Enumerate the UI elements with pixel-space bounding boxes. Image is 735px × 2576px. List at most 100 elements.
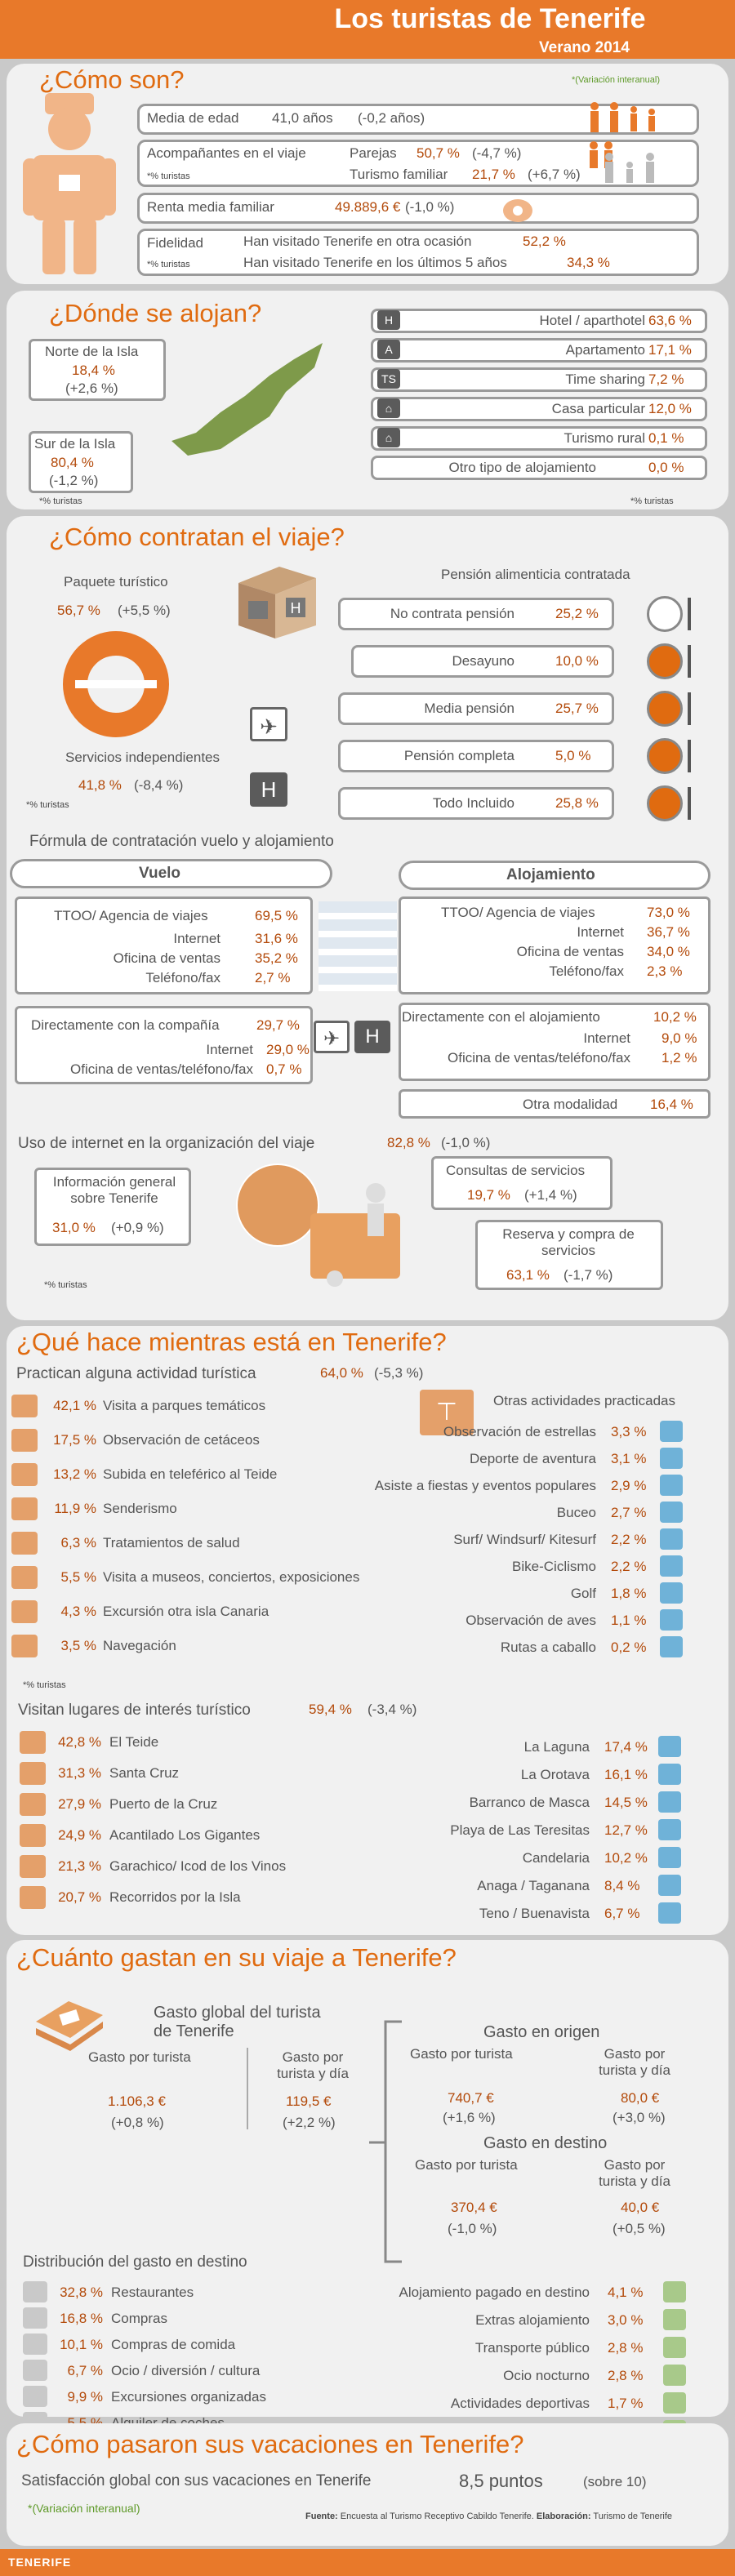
spending-label: Compras bbox=[111, 2311, 167, 2326]
activity-blue-icon bbox=[660, 1609, 683, 1631]
spending-right-value: 4,1 % bbox=[608, 2285, 644, 2300]
donde-note-left: *% turistas bbox=[39, 496, 82, 506]
destino-dia-value: 40,0 € bbox=[621, 2200, 660, 2215]
fuente-label: Fuente: bbox=[305, 2511, 338, 2521]
activity-icon bbox=[11, 1566, 38, 1589]
consultas-label: Consultas de servicios bbox=[446, 1163, 586, 1178]
activity-label: Visita a parques temáticos bbox=[103, 1398, 266, 1413]
acompanantes-note: *% turistas bbox=[147, 171, 190, 181]
plate-icon bbox=[647, 596, 683, 632]
alojamiento-row bbox=[371, 309, 707, 333]
acompanantes-label: Acompañantes en el viaje bbox=[147, 145, 306, 161]
sub-row-label: Internet bbox=[206, 1042, 253, 1057]
destino-turista-change: (-1,0 %) bbox=[448, 2221, 497, 2236]
plate-icon bbox=[647, 691, 683, 727]
spending-right-label: Transporte público bbox=[474, 2340, 590, 2356]
hotel-h-icon: H bbox=[250, 772, 287, 807]
activity-label: Observación de cetáceos bbox=[103, 1432, 260, 1448]
pension-label: No contrata pensión bbox=[390, 606, 514, 621]
alojamiento-label: Apartamento bbox=[565, 342, 645, 358]
paquete-value: 56,7 % bbox=[57, 603, 100, 618]
spending-right-icon bbox=[663, 2309, 686, 2330]
place-label: Garachico/ Icod de los Vinos bbox=[109, 1858, 287, 1874]
other-activity-value: 1,1 % bbox=[611, 1613, 647, 1628]
formula-title: Fórmula de contratación vuelo y alojamie… bbox=[29, 833, 334, 850]
place-right-value: 12,7 % bbox=[604, 1822, 648, 1838]
svg-text:H: H bbox=[291, 600, 301, 616]
other-activity-label: Rutas a caballo bbox=[500, 1639, 596, 1655]
place-right-label: La Orotava bbox=[520, 1767, 590, 1782]
footer-bar bbox=[0, 2549, 735, 2576]
activity-value: 11,9 % bbox=[54, 1501, 96, 1516]
pension-row bbox=[338, 598, 614, 630]
place-icon bbox=[20, 1731, 46, 1754]
alojamiento-label: Casa particular bbox=[551, 401, 645, 416]
donut-chart bbox=[63, 631, 169, 737]
spending-label: Excursiones organizadas bbox=[111, 2389, 266, 2405]
alojamiento-row bbox=[371, 426, 707, 451]
edad-change: (-0,2 años) bbox=[358, 110, 425, 126]
fidelidad-row1-label: Han visitado Tenerife en otra ocasión bbox=[243, 234, 472, 249]
reserva-box bbox=[475, 1220, 663, 1290]
vuelo-ttoo-box bbox=[15, 896, 313, 994]
spending-value: 32,8 % bbox=[60, 2285, 103, 2300]
satisfaccion-label: Satisfacción global con sus vacaciones e… bbox=[21, 2472, 372, 2489]
place-right-label: La Laguna bbox=[523, 1739, 590, 1755]
activity-value: 6,3 % bbox=[60, 1535, 96, 1550]
place-blue-icon bbox=[658, 1819, 681, 1840]
activity-blue-icon bbox=[660, 1448, 683, 1469]
place-label: El Teide bbox=[109, 1734, 159, 1750]
consultas-change: (+1,4 %) bbox=[524, 1187, 577, 1203]
origen-turista-value: 740,7 € bbox=[448, 2090, 494, 2106]
hotel-small-icon: H bbox=[354, 1021, 390, 1053]
alojamiento-row bbox=[371, 338, 707, 363]
activity-value: 13,2 % bbox=[53, 1466, 96, 1482]
sub-row-label: Oficina de ventas/teléfono/fax bbox=[70, 1061, 253, 1077]
place-right-value: 14,5 % bbox=[604, 1795, 648, 1810]
place-right-label: Anaga / Taganana bbox=[477, 1878, 590, 1893]
place-blue-icon bbox=[658, 1736, 681, 1757]
sur-label: Sur de la Isla bbox=[34, 436, 116, 452]
plane-small-icon: ✈ bbox=[314, 1021, 350, 1053]
independientes-change: (-8,4 %) bbox=[134, 777, 184, 793]
accommodation-icon: TS bbox=[377, 369, 400, 389]
fidelidad-note: *% turistas bbox=[147, 260, 190, 269]
place-label: Recorridos por la Isla bbox=[109, 1889, 241, 1905]
sub-row-label: Internet bbox=[577, 924, 624, 940]
other-activity-label: Deporte de aventura bbox=[470, 1451, 596, 1466]
activity-icon bbox=[11, 1429, 38, 1452]
place-right-value: 17,4 % bbox=[604, 1739, 648, 1755]
parejas-value: 50,7 % bbox=[416, 145, 460, 161]
independientes-value: 41,8 % bbox=[78, 777, 122, 793]
renta-label: Renta media familiar bbox=[147, 199, 274, 215]
activity-blue-icon bbox=[660, 1555, 683, 1577]
family-icon bbox=[605, 153, 654, 183]
other-activity-value: 0,2 % bbox=[611, 1639, 647, 1655]
activity-icon bbox=[11, 1532, 38, 1555]
global-divider bbox=[247, 2048, 248, 2129]
activity-blue-icon bbox=[660, 1582, 683, 1604]
place-right-label: Playa de Las Teresitas bbox=[450, 1822, 590, 1838]
pension-row bbox=[338, 740, 614, 772]
origen-turista-change: (+1,6 %) bbox=[443, 2110, 496, 2125]
paquete-change: (+5,5 %) bbox=[118, 603, 171, 618]
place-icon bbox=[20, 1855, 46, 1878]
activity-blue-icon bbox=[660, 1528, 683, 1550]
norte-value: 18,4 % bbox=[72, 363, 115, 378]
activity-label: Navegación bbox=[103, 1638, 176, 1653]
internet-note: *% turistas bbox=[44, 1280, 87, 1290]
place-right-value: 8,4 % bbox=[604, 1878, 640, 1893]
accommodation-icon: H bbox=[377, 310, 400, 330]
global-dia-change: (+2,2 %) bbox=[283, 2115, 336, 2130]
sub-row-value: 0,7 % bbox=[266, 1061, 302, 1077]
tenerife-logo: TENERIFE bbox=[8, 2556, 72, 2569]
spending-icon bbox=[23, 2360, 47, 2381]
aloj-otra-value: 16,4 % bbox=[650, 1097, 693, 1112]
vuelo-dir-value: 29,7 % bbox=[256, 1017, 300, 1033]
alojamiento-value: 12,0 % bbox=[648, 401, 692, 416]
vuelo-title: Vuelo bbox=[139, 865, 181, 882]
cutlery-icon bbox=[688, 787, 691, 820]
page-subtitle: Verano 2014 bbox=[539, 39, 630, 56]
other-activity-value: 3,1 % bbox=[611, 1451, 647, 1466]
place-label: Santa Cruz bbox=[109, 1765, 180, 1781]
